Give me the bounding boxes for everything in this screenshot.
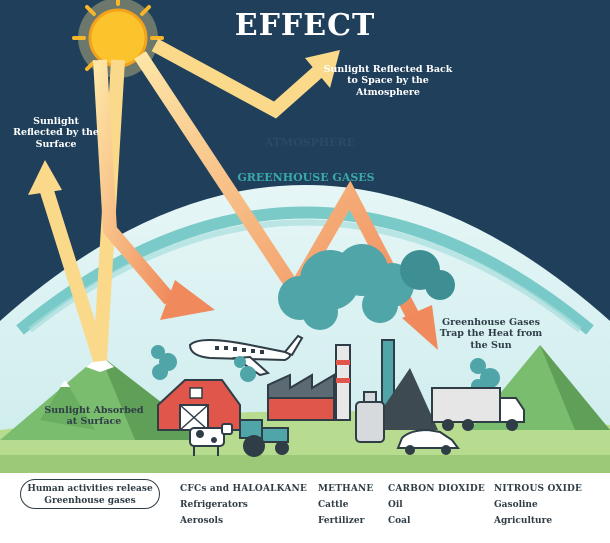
- legend-item: Oil: [388, 500, 403, 510]
- legend-item: Aerosols: [180, 516, 224, 526]
- gas-tank-icon: [355, 391, 385, 443]
- ground-strip: [0, 455, 610, 473]
- legend-column-header: NITROUS OXIDE: [494, 484, 583, 494]
- smoke-cloud: [278, 244, 455, 330]
- diagram-title: EFFECT: [234, 8, 376, 43]
- legend-column-methane: METHANE Cattle Fertilizer: [318, 481, 374, 529]
- legend-column-cfcs: CFCs and HALOALKANE Refrigerators Aeroso…: [180, 481, 307, 529]
- legend-column-header: CFCs and HALOALKANE: [180, 484, 308, 494]
- legend-intro: Human activities release Greenhouse gase…: [20, 479, 160, 509]
- label-reflected-space: Sunlight Reflected Back to Space by the …: [323, 64, 453, 98]
- arrow-trapped-2-head: [402, 305, 438, 350]
- arrow-reflected-space: [151, 38, 325, 119]
- cow-icon: [189, 423, 233, 456]
- tractor-icon: [239, 419, 289, 457]
- label-trap-heat: Greenhouse Gases Trap the Heat from the …: [439, 317, 543, 351]
- barn-icon: [157, 379, 241, 431]
- arrow-reflected-surface-head: [28, 160, 62, 195]
- label-atmosphere: ATMOSPHERE: [264, 136, 356, 149]
- coal-pile-icon: [368, 368, 438, 430]
- legend-item: Cattle: [318, 500, 349, 510]
- truck-icon: [431, 387, 525, 431]
- scene: [0, 0, 610, 473]
- label-greenhouse-gases: GREENHOUSE GASES: [237, 171, 375, 184]
- label-reflected-surface: Sunlight Reflected by the Surface: [13, 116, 99, 150]
- legend-item: Fertilizer: [318, 516, 365, 526]
- car-icon: [396, 428, 460, 455]
- legend: Human activities release Greenhouse gase…: [0, 473, 610, 543]
- legend-column-carbon-dioxide: CARBON DIOXIDE Oil Coal: [388, 481, 485, 529]
- label-absorbed: Sunlight Absorbed at Surface: [44, 405, 144, 428]
- legend-item: Gasoline: [494, 500, 538, 510]
- legend-item: Coal: [388, 516, 411, 526]
- arrow-trapped-1: [93, 59, 176, 305]
- legend-item: Refrigerators: [180, 500, 248, 510]
- arrow-trapped-1-head: [160, 280, 215, 320]
- legend-column-nitrous-oxide: NITROUS OXIDE Gasoline Agriculture: [494, 481, 582, 529]
- legend-column-header: CARBON DIOXIDE: [388, 484, 485, 494]
- factory-icon: [267, 339, 395, 421]
- arrow-reflected-space-head: [305, 50, 340, 88]
- legend-item: Agriculture: [494, 516, 553, 526]
- legend-column-header: METHANE: [318, 484, 374, 494]
